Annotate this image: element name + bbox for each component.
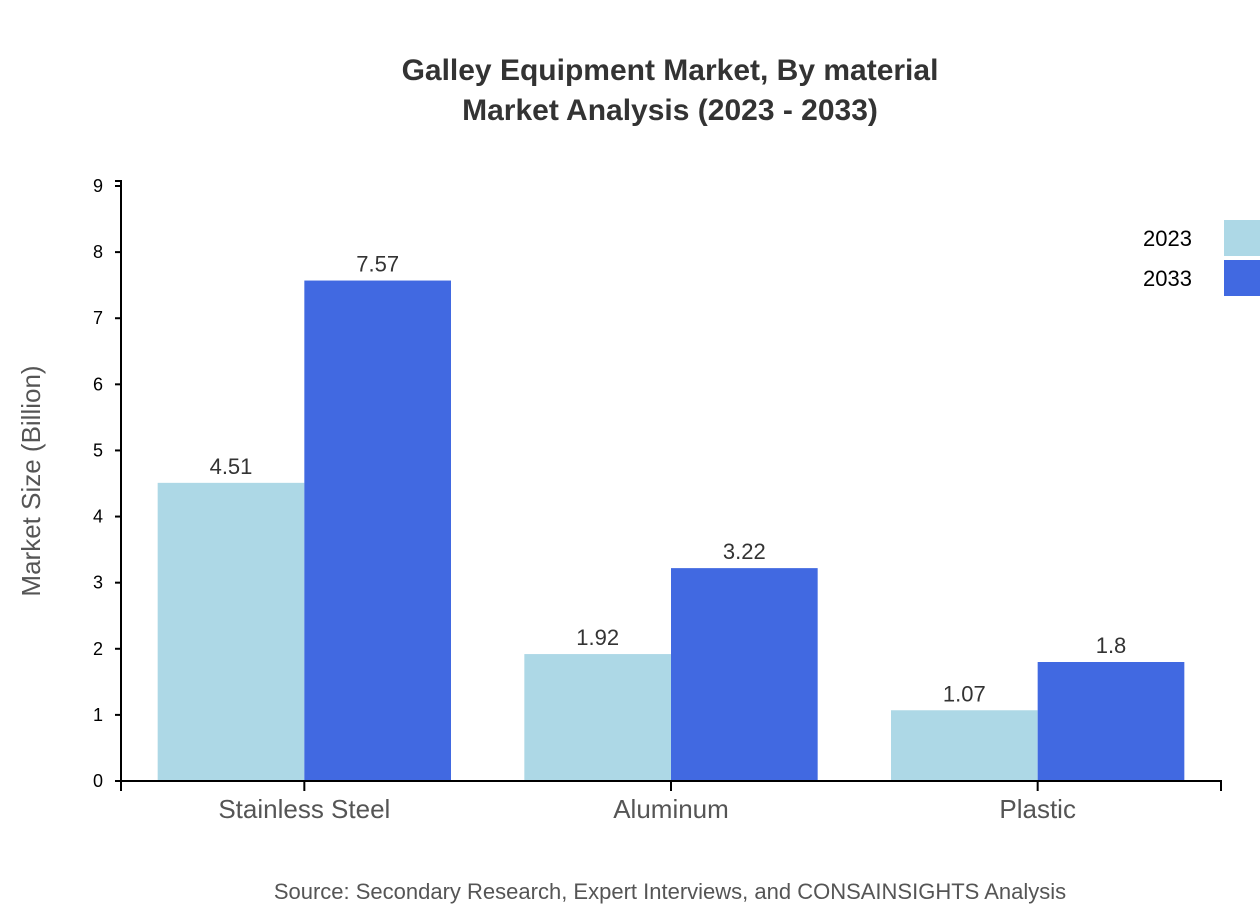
data-label: 1.8 (1096, 633, 1127, 658)
y-tick-label: 0 (93, 771, 103, 791)
bar-2033-stainless-steel (304, 280, 451, 781)
y-tick-label: 2 (93, 639, 103, 659)
x-tick-label: Stainless Steel (218, 794, 390, 824)
legend-swatch-2033 (1224, 260, 1260, 296)
y-axis-line (115, 180, 122, 782)
plot-area: 4.51 1.92 1.07 7.57 3.22 1.8 0 1 2 3 4 5 6 7 8 9 Stainle… (93, 176, 1222, 824)
data-label: 4.51 (210, 454, 253, 479)
y-axis-label: Market Size (Billion) (16, 365, 46, 596)
bar-2023-plastic (891, 710, 1038, 781)
chart-subtitle: Market Analysis (2023 - 2033) (462, 94, 878, 127)
bar-2023-stainless-steel (157, 482, 305, 781)
data-label: 7.57 (356, 252, 399, 277)
y-tick-label: 8 (93, 242, 103, 262)
y-tick-label: 4 (93, 507, 103, 527)
data-label: 1.07 (943, 681, 986, 706)
bar-2033-aluminum (671, 568, 818, 781)
data-label: 3.22 (723, 539, 766, 564)
legend-label: 2033 (1143, 266, 1192, 291)
y-tick-label: 6 (93, 374, 103, 394)
y-tick-label: 5 (93, 440, 103, 460)
chart-title: Galley Equipment Market, By material (402, 54, 939, 87)
y-tick-label: 3 (93, 573, 103, 593)
legend-label: 2023 (1143, 226, 1192, 251)
legend: 2023 2033 (1143, 220, 1260, 296)
x-tick-label: Aluminum (613, 794, 729, 824)
y-tick-label: 9 (93, 176, 103, 196)
bar-2023-aluminum (524, 654, 671, 781)
legend-swatch-2023 (1224, 220, 1260, 256)
source-note: Source: Secondary Research, Expert Inter… (274, 879, 1066, 904)
bar-2033-plastic (1037, 662, 1185, 781)
y-tick-label: 1 (93, 705, 103, 725)
y-tick-label: 7 (93, 308, 103, 328)
x-tick-label: Plastic (999, 794, 1076, 824)
data-label: 1.92 (576, 625, 619, 650)
